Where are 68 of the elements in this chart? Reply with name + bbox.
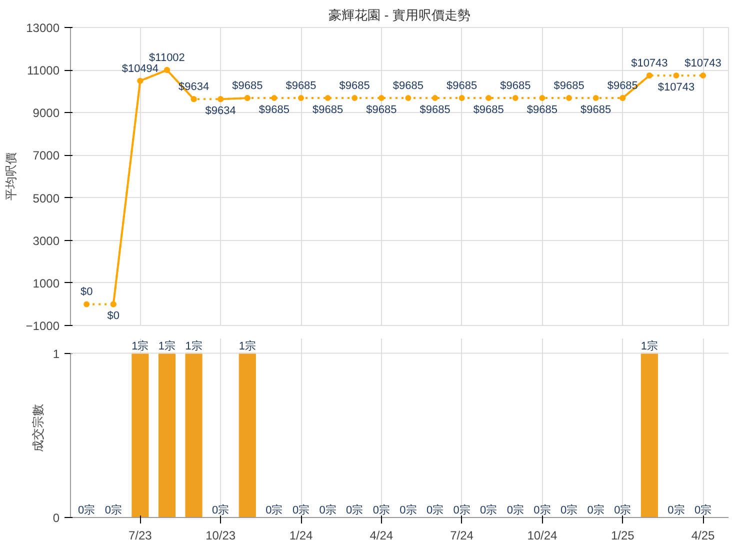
data-label: $9685	[366, 104, 397, 116]
data-label: $9685	[232, 80, 263, 92]
data-label: $0	[80, 286, 93, 298]
data-label: 0宗	[453, 504, 470, 516]
data-label: $10743	[631, 58, 668, 70]
data-label: 1宗	[238, 339, 256, 352]
data-label: $10494	[122, 62, 159, 75]
y-tick-label: 1	[52, 346, 60, 361]
y-tick-label: 0	[52, 511, 60, 525]
data-label: 0宗	[400, 504, 417, 516]
data-label: 0宗	[292, 504, 310, 516]
x-tick-label: 7/23	[128, 528, 152, 542]
data-label: 0宗	[319, 504, 336, 516]
data-label: $0	[107, 310, 120, 322]
data-label: 0宗	[694, 504, 712, 516]
data-label: 0宗	[78, 504, 96, 516]
data-label: 0宗	[104, 504, 122, 516]
data-label: $9685	[392, 80, 424, 92]
y-tick-label: 1000	[32, 276, 60, 290]
data-label: 0宗	[212, 504, 230, 516]
data-label: $9685	[580, 104, 612, 116]
data-label: 1宗	[158, 339, 176, 352]
data-label: 0宗	[372, 504, 390, 516]
data-label: 1宗	[640, 339, 658, 352]
data-label: 0宗	[534, 504, 551, 516]
y-axis-title: 成交宗數	[30, 404, 45, 452]
y-tick-label: 5000	[32, 191, 60, 206]
data-label: $9634	[205, 105, 236, 118]
data-label: $9685	[446, 80, 478, 92]
data-label: 0宗	[668, 504, 685, 516]
y-tick-label: 13000	[26, 21, 60, 35]
y-tick-label: 11000	[27, 64, 60, 78]
data-label: $9685	[554, 80, 584, 92]
data-label: 0宗	[587, 504, 604, 516]
y-tick-label: 9000	[32, 106, 60, 120]
x-tick-label: 7/24	[450, 528, 474, 542]
data-label: $10743	[658, 82, 695, 94]
data-label: 0宗	[614, 504, 632, 516]
y-axis-title: 平均呎價	[4, 152, 18, 200]
data-label: 0宗	[480, 504, 498, 516]
data-label: $9685	[500, 80, 531, 92]
y-tick-label: 7000	[32, 148, 60, 163]
data-label: $9685	[286, 80, 316, 92]
x-tick-label: 10/24	[527, 528, 558, 542]
data-label: 1宗	[185, 339, 202, 352]
chart-title: 豪輝花園 - 實用呎價走勢	[328, 8, 470, 22]
data-label: $9685	[339, 80, 370, 92]
x-tick-label: 10/23	[206, 528, 236, 542]
data-label: 0宗	[426, 504, 444, 516]
data-label: $11002	[149, 52, 185, 64]
data-label: $9685	[473, 104, 504, 116]
data-label: $9685	[526, 104, 558, 116]
data-label: $10743	[684, 58, 722, 70]
data-label: 0宗	[506, 504, 524, 516]
x-tick-label: 4/25	[691, 528, 716, 542]
data-label: $9685	[420, 104, 450, 116]
data-label: 0宗	[266, 504, 283, 516]
y-tick-label: −1000	[26, 319, 60, 333]
y-tick-label: 3000	[32, 234, 60, 248]
data-label: $9685	[258, 104, 290, 116]
data-label: $9685	[607, 80, 638, 92]
x-tick-label: 1/24	[289, 528, 314, 542]
x-tick-label: 4/24	[370, 528, 394, 542]
data-label: 0宗	[346, 504, 364, 516]
x-tick-label: 1/25	[610, 528, 635, 542]
data-label: $9685	[312, 104, 344, 116]
data-label: 1宗	[132, 339, 149, 352]
data-label: 0宗	[560, 504, 578, 516]
